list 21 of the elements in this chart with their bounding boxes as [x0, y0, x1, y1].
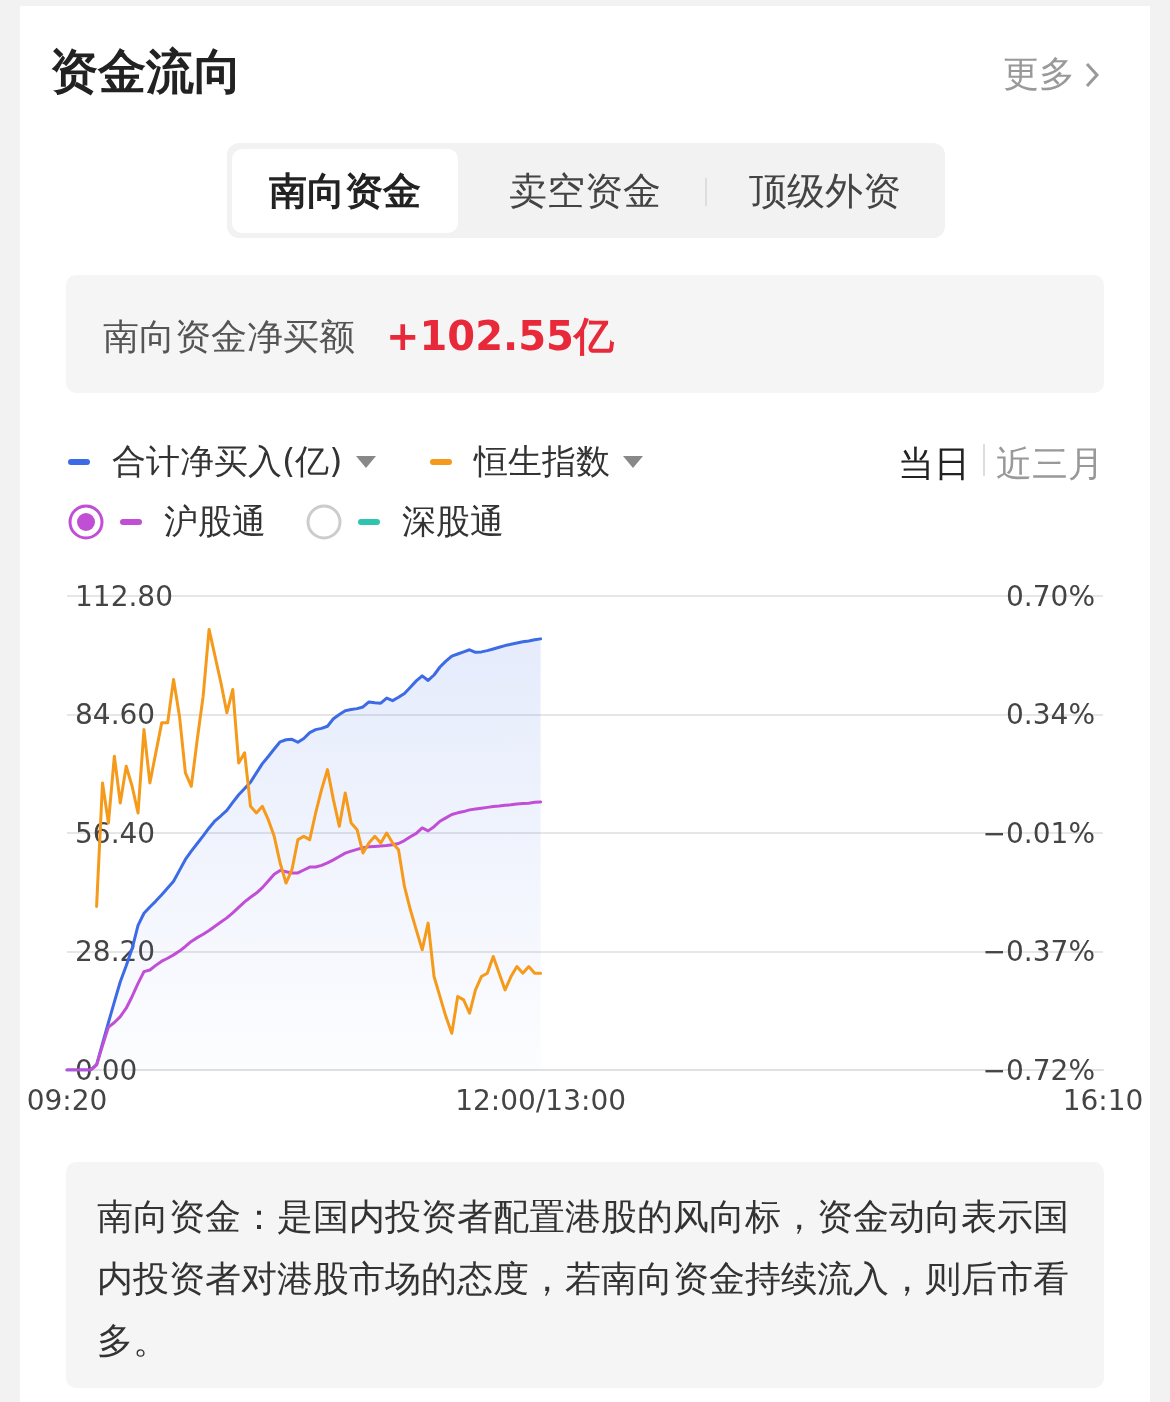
text: 更多 [1003, 52, 1075, 96]
legend-label: 深股通 [402, 500, 504, 543]
text: +102.55亿 [386, 312, 614, 361]
y-tick-label: 84.60 [75, 698, 156, 731]
y2-tick-label: 0.34% [1006, 698, 1095, 731]
text: 卖空资金 [508, 168, 662, 215]
text: 近三月 [996, 442, 1104, 486]
legend-label: 恒生指数 [474, 440, 610, 483]
legend-label: 沪股通 [164, 500, 266, 543]
y2-tick-label: −0.01% [982, 816, 1095, 850]
legend-label: 合计净买入(亿) [112, 440, 343, 483]
x-tick-label: 12:00/13:00 [455, 1083, 627, 1117]
text: 南向资金：是国内投资者配置港股的风向标，资金动向表示国内投资者对港股市场的态度，若南向资金持续流入，则后市看多。 [97, 1195, 1070, 1363]
text: 南向资金 [268, 168, 422, 215]
text: 当日 [898, 442, 970, 486]
text: 南向资金净买额 [103, 315, 355, 359]
y2-tick-label: 0.70% [1006, 579, 1095, 613]
y2-tick-label: −0.37% [982, 935, 1095, 968]
chart-title: 资金流向 [50, 42, 242, 101]
y-tick-label: 112.80 [75, 579, 173, 613]
text: 顶级外资 [748, 168, 902, 215]
